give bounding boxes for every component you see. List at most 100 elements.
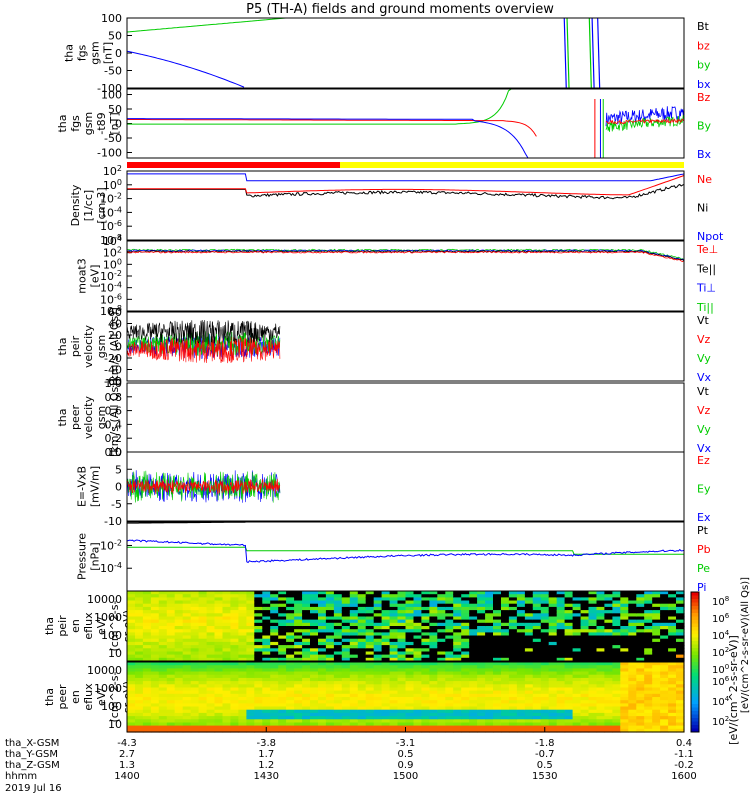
- spec-cell: [405, 600, 415, 605]
- spec-cell: [397, 619, 407, 624]
- spec-cell: [341, 712, 351, 717]
- colorbar-cell: [691, 721, 699, 726]
- spec-cell: [548, 594, 558, 598]
- spec-cell: [652, 654, 661, 659]
- spec-cell: [397, 690, 407, 695]
- spec-cell: [612, 606, 621, 611]
- spec-cell: [373, 597, 383, 602]
- series-Npot: [127, 173, 685, 182]
- spec-cell: [325, 594, 335, 598]
- spec-cell: [644, 616, 653, 621]
- spec-cell: [469, 697, 478, 701]
- spec-cell: [349, 712, 359, 717]
- spec-cell: [469, 657, 478, 662]
- spec-cell: [341, 603, 351, 608]
- spec-cell: [262, 594, 271, 598]
- spec-cell: [238, 703, 247, 708]
- spec-cell: [381, 597, 391, 602]
- spec-cell: [166, 674, 176, 679]
- spec-cell: [357, 613, 367, 618]
- spec-cell: [341, 697, 351, 701]
- spec-cell: [501, 641, 510, 646]
- ylabel-peer-velocity-1: peer: [69, 405, 82, 431]
- spec-cell: [365, 709, 375, 714]
- spec-cell: [532, 594, 542, 598]
- spec-cell: [325, 719, 335, 724]
- spec-cell: [588, 700, 598, 704]
- spec-cell: [278, 662, 287, 666]
- spec-cell: [556, 648, 566, 653]
- spec-cell: [349, 645, 359, 649]
- spec-cell: [246, 722, 255, 727]
- spec-cell: [660, 690, 669, 695]
- spec-cell: [564, 697, 574, 701]
- spec-cell: [254, 648, 263, 653]
- spec-cell: [166, 706, 176, 711]
- spec-cell: [421, 700, 430, 704]
- spec-cell: [349, 594, 359, 598]
- spec-cell: [429, 610, 438, 614]
- spec-cell: [142, 706, 152, 711]
- spec-cell: [588, 684, 598, 689]
- spec-cell: [540, 700, 550, 704]
- spec-cell: [135, 651, 144, 656]
- spec-cell: [389, 622, 399, 627]
- spec-cell: [652, 626, 661, 630]
- spec-cell: [445, 654, 454, 659]
- spec-cell: [190, 671, 200, 676]
- spec-cell: [580, 671, 590, 676]
- spec-cell: [413, 712, 423, 717]
- spec-cell: [461, 709, 470, 714]
- ylabel-peir-eflux-3: eflux: [82, 612, 95, 640]
- spec-cell: [596, 613, 606, 618]
- spec-cell: [206, 681, 216, 685]
- spec-cell: [373, 709, 383, 714]
- spec-cell: [333, 728, 343, 733]
- spec-cell: [127, 712, 136, 717]
- spec-cell: [302, 728, 311, 733]
- spec-cell: [588, 668, 598, 673]
- spec-cell: [357, 728, 367, 733]
- spec-cell: [572, 648, 582, 653]
- spec-cell: [341, 700, 351, 704]
- spec-cell: [349, 622, 359, 627]
- spec-cell: [270, 728, 279, 733]
- spec-cell: [556, 697, 566, 701]
- spec-cell: [540, 619, 550, 624]
- spec-cell: [660, 597, 669, 602]
- spec-cell: [373, 700, 383, 704]
- spec-cell: [333, 687, 343, 692]
- spec-cell: [429, 635, 438, 640]
- spec-cell: [310, 681, 319, 685]
- spec-cell: [644, 712, 653, 717]
- spec-cell: [238, 635, 247, 640]
- spec-cell: [636, 606, 645, 611]
- series-temp-3: [126, 250, 685, 263]
- spec-cell: [660, 709, 669, 714]
- spec-cell: [644, 619, 653, 624]
- spec-cell: [524, 674, 534, 679]
- spec-cell: [628, 626, 637, 630]
- spec-cell: [532, 648, 542, 653]
- spec-cell: [636, 610, 645, 614]
- ytick-peir-eflux-0: 10000: [87, 593, 122, 606]
- ylabel-peir-velocity-1: peir: [69, 335, 82, 357]
- spec-cell: [588, 619, 598, 624]
- spec-cell: [182, 697, 192, 701]
- spec-cell: [620, 629, 629, 633]
- spec-cell: [572, 606, 582, 611]
- spec-cell: [310, 671, 319, 676]
- spec-cell: [190, 638, 200, 643]
- spec-cell: [540, 600, 550, 605]
- spec-cell: [373, 697, 383, 701]
- spec-cell: [660, 626, 669, 630]
- spec-cell: [166, 641, 176, 646]
- spec-cell: [262, 690, 271, 695]
- spec-cell: [668, 728, 677, 733]
- spec-cell: [620, 591, 629, 595]
- spec-cell: [365, 648, 375, 653]
- spec-cell: [604, 651, 613, 656]
- ylabel-fgs-2: gsm: [89, 41, 102, 64]
- spec-cell: [397, 728, 407, 733]
- spec-cell: [310, 719, 319, 724]
